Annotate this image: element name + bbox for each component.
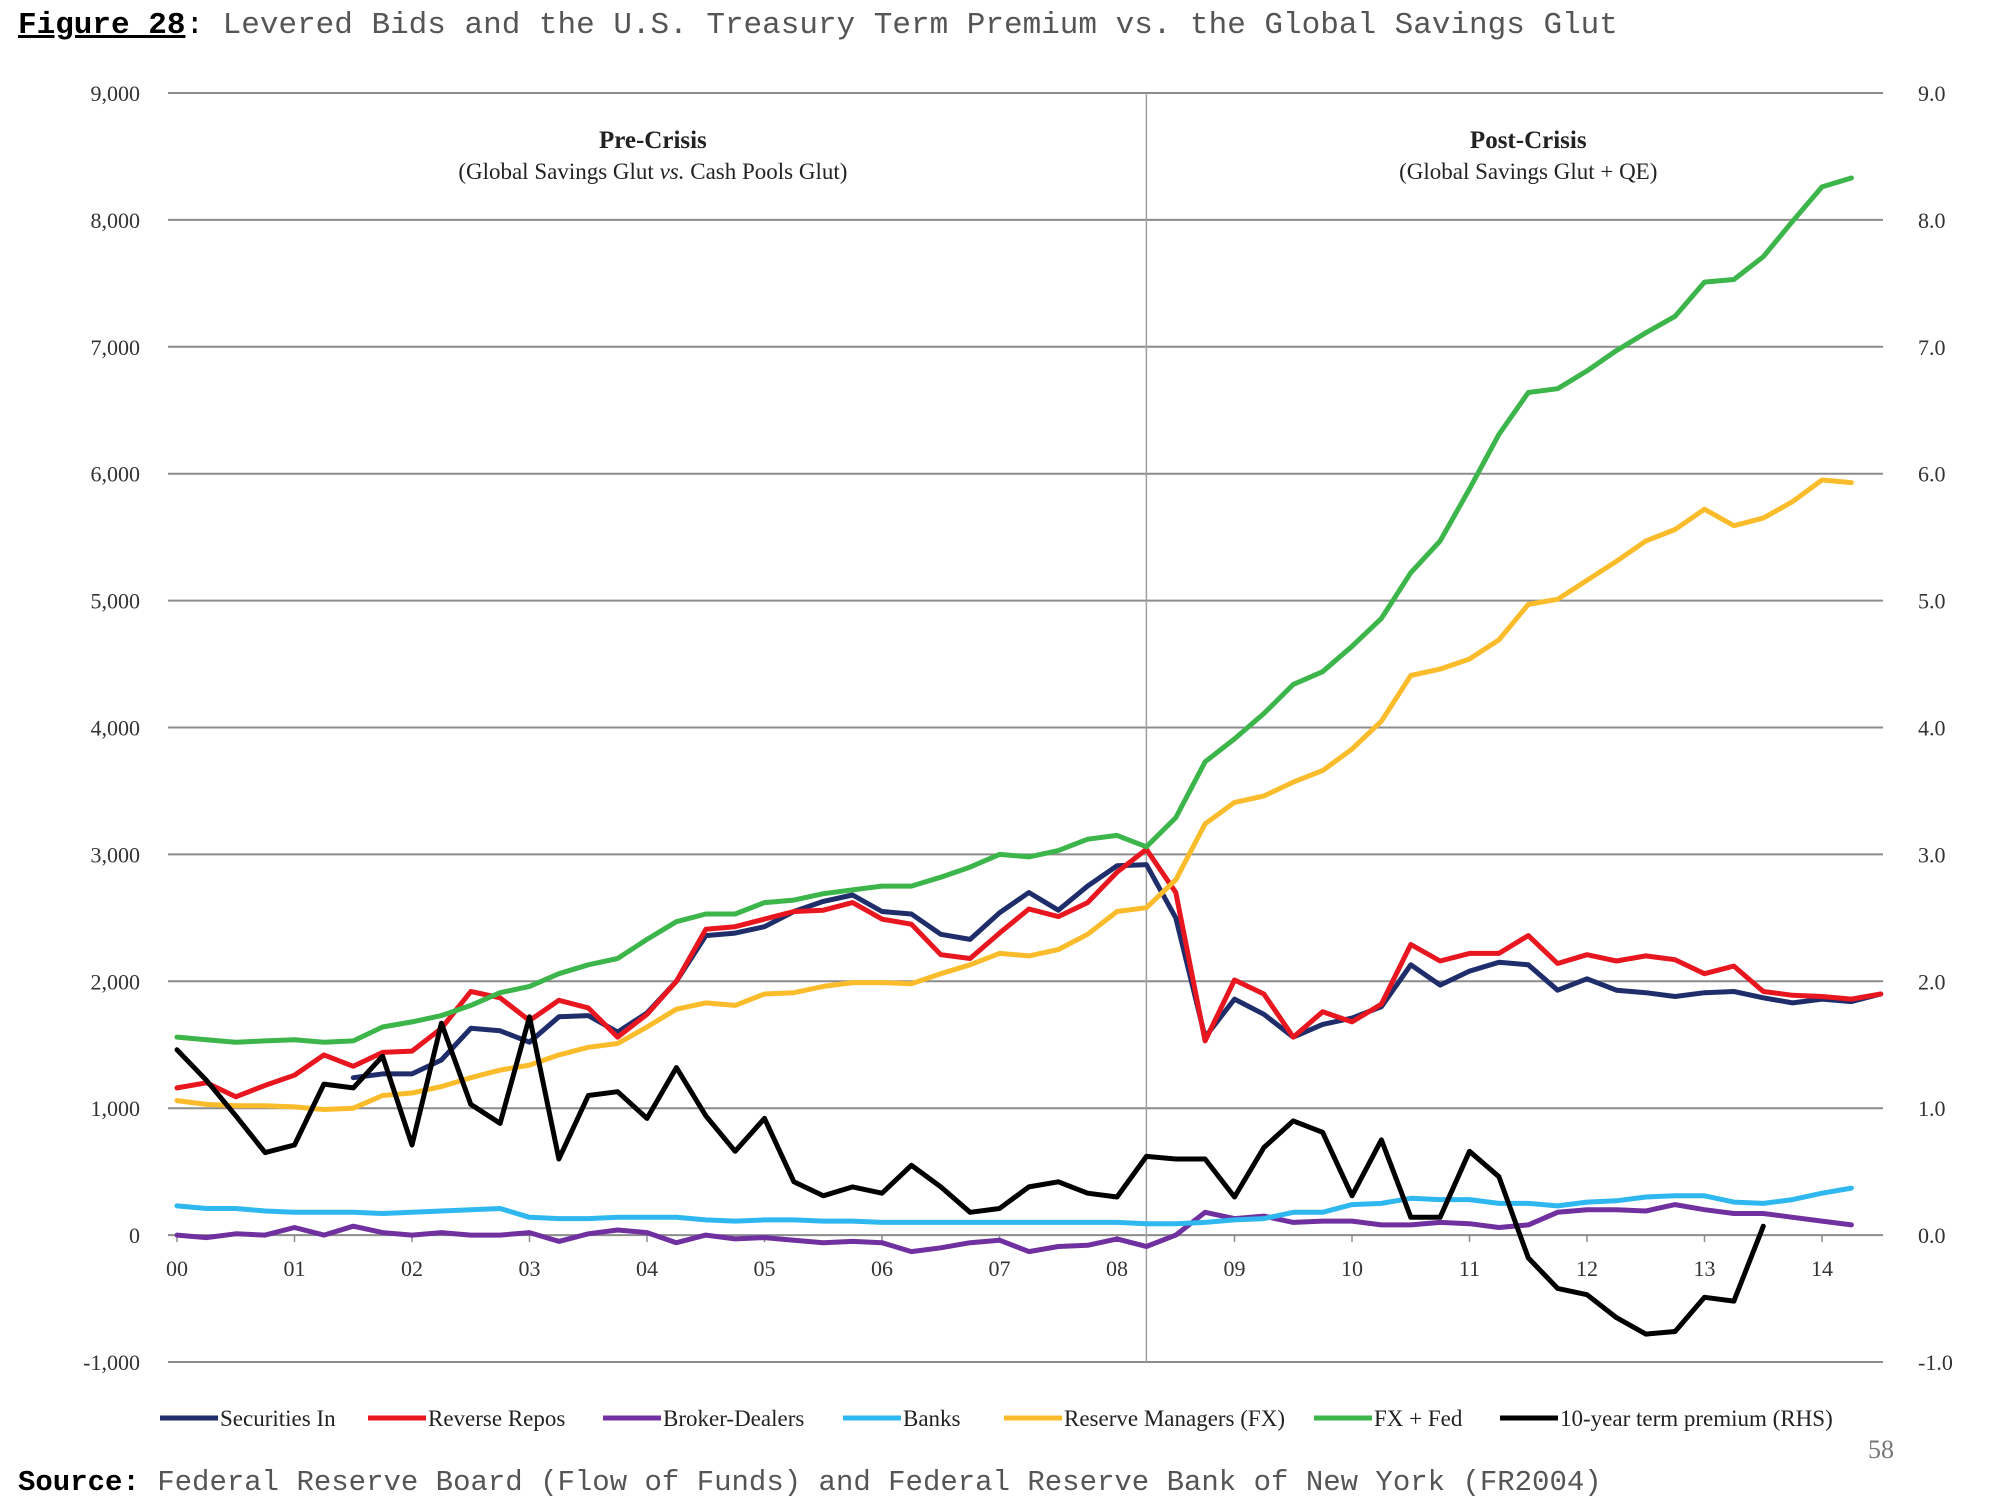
x-tick-label: 11: [1459, 1256, 1480, 1281]
y-left-tick-label: 9,000: [91, 81, 141, 106]
chart: -1,000 0 1,000 2,000 3,000 4,000 5,000 6,000 7,0…: [83, 81, 1953, 1431]
y-left-tick-label: -1,000: [83, 1350, 140, 1375]
y-right-tick-label: 7.0: [1918, 335, 1946, 360]
legend-label: Banks: [903, 1406, 961, 1431]
x-tick-label: 02: [401, 1256, 423, 1281]
region-subtitle-part: vs.: [660, 159, 685, 184]
x-tick-label: 12: [1576, 1256, 1598, 1281]
series-line-reverse-repos: [174, 846, 1884, 1100]
y-right-tick-label: 8.0: [1918, 208, 1946, 233]
series-line-banks: [174, 1185, 1854, 1227]
legend-label: Reserve Managers (FX): [1064, 1406, 1285, 1431]
series-line-securities-in: [350, 862, 1884, 1081]
y-right-tick-label: -1.0: [1918, 1350, 1953, 1375]
x-tick-label: 14: [1811, 1256, 1833, 1281]
y-left-tick-label: 7,000: [91, 335, 141, 360]
source-label: Source:: [18, 1466, 140, 1499]
y-right-tick-label: 1.0: [1918, 1096, 1946, 1121]
legend-label: 10-year term premium (RHS): [1560, 1406, 1833, 1431]
series-line-broker-dealers: [174, 1202, 1854, 1255]
region-subtitle: (Global Savings Glut + QE): [1399, 159, 1657, 184]
figure-title-colon: :: [185, 8, 223, 43]
x-tick-label: 08: [1106, 1256, 1128, 1281]
y-left-tick-label: 5,000: [91, 589, 141, 614]
y-right-tick-label: 3.0: [1918, 842, 1946, 867]
page-number: 58: [1868, 1435, 1894, 1464]
y-right-tick-label: 4.0: [1918, 716, 1946, 741]
region-title: Post-Crisis: [1470, 127, 1587, 154]
region-subtitle-part: (Global Savings Glut: [458, 159, 659, 184]
y-left-tick-label: 6,000: [91, 462, 141, 487]
figure-title: Figure 28: Levered Bids and the U.S. Tre…: [18, 8, 1618, 43]
x-tick-label: 03: [519, 1256, 541, 1281]
x-tick-label: 00: [166, 1256, 188, 1281]
x-tick-label: 07: [989, 1256, 1011, 1281]
region-subtitle: (Global Savings Glut vs. Cash Pools Glut…: [458, 159, 847, 184]
source-line: Source: Federal Reserve Board (Flow of F…: [18, 1466, 1602, 1499]
y-left-tick-label: 2,000: [91, 969, 141, 994]
figure-title-text: Levered Bids and the U.S. Treasury Term …: [222, 8, 1618, 43]
x-tick-label: 05: [754, 1256, 776, 1281]
y-right-tick-label: 2.0: [1918, 969, 1946, 994]
legend-label: Broker-Dealers: [663, 1406, 804, 1431]
y-right-tick-label: 0.0: [1918, 1223, 1946, 1248]
x-tick-label: 04: [636, 1256, 658, 1281]
series-line-10-year-term-premium-rhs: [174, 1014, 1766, 1337]
y-right-tick-label: 6.0: [1918, 462, 1946, 487]
source-text: Federal Reserve Board (Flow of Funds) an…: [157, 1466, 1602, 1499]
region-subtitle-part: (Global Savings Glut + QE): [1399, 159, 1657, 184]
y-left-tick-label: 1,000: [91, 1096, 141, 1121]
y-left-tick-label: 4,000: [91, 716, 141, 741]
legend-label: Reverse Repos: [428, 1406, 565, 1431]
y-left-tick-label: 8,000: [91, 208, 141, 233]
legend-label: FX + Fed: [1374, 1406, 1463, 1431]
x-tick-label: 10: [1341, 1256, 1363, 1281]
series-line-reserve-managers-fx: [174, 477, 1854, 1112]
y-right-tick-label: 9.0: [1918, 81, 1946, 106]
y-right-tick-label: 5.0: [1918, 589, 1946, 614]
region-subtitle-part: Cash Pools Glut): [684, 159, 847, 184]
x-tick-label: 01: [284, 1256, 306, 1281]
x-tick-label: 13: [1694, 1256, 1716, 1281]
y-left-tick-label: 3,000: [91, 842, 141, 867]
x-tick-label: 06: [871, 1256, 893, 1281]
x-tick-label: 09: [1224, 1256, 1246, 1281]
legend-label: Securities In: [220, 1406, 336, 1431]
figure-label: Figure 28: [18, 8, 186, 43]
region-title: Pre-Crisis: [599, 127, 707, 154]
y-left-tick-label: 0: [129, 1223, 140, 1248]
series-line-fx-fed: [174, 175, 1854, 1045]
